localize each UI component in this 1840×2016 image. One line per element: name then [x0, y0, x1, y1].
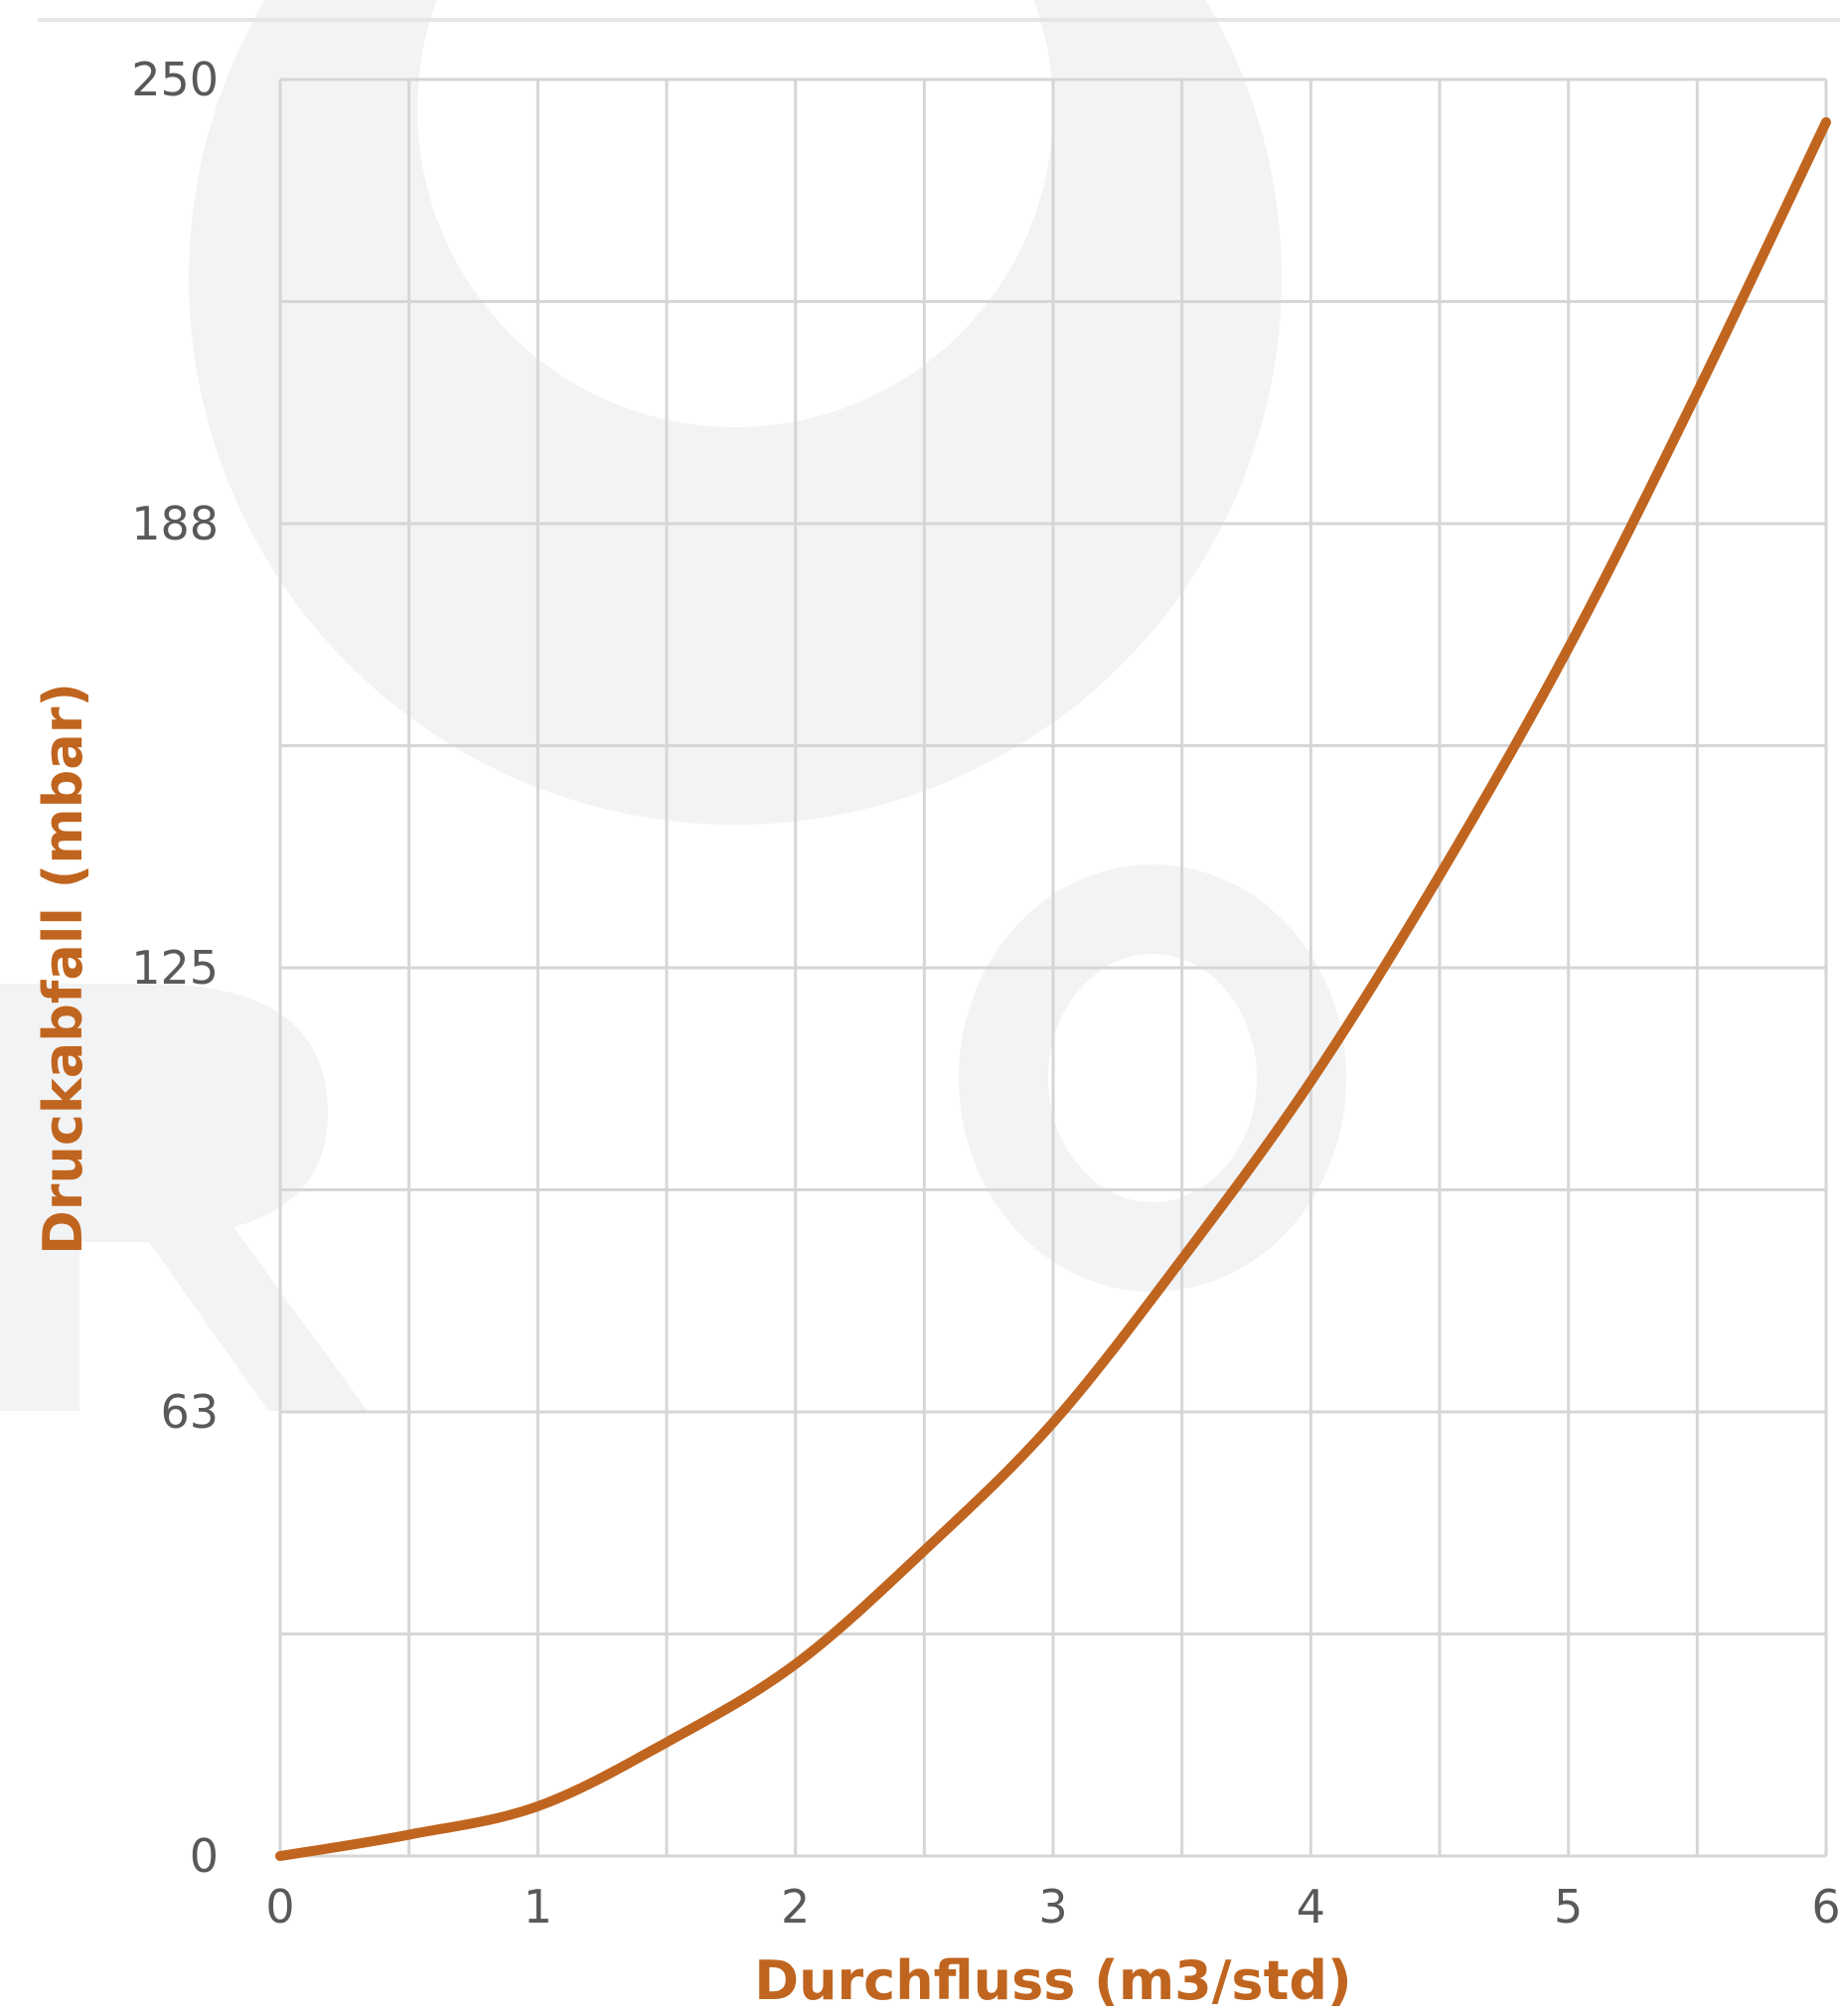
x-tick-label: 6 — [1811, 1880, 1840, 1934]
x-tick-label: 1 — [524, 1880, 552, 1934]
x-axis-ticks: 0 1 2 3 4 5 6 — [265, 1880, 1840, 1934]
x-tick-label: 0 — [265, 1880, 294, 1934]
y-tick-label: 63 — [160, 1385, 219, 1439]
y-axis-ticks: 0 63 125 188 250 — [131, 53, 219, 1883]
x-axis-title: Durchfluss (m3/std) — [754, 1949, 1351, 2012]
chart-frame-line — [38, 18, 1840, 22]
watermark-circle-cutout — [417, 0, 1053, 427]
y-tick-label: 125 — [131, 941, 219, 995]
y-tick-label: 250 — [131, 53, 219, 106]
watermark-letter-o — [959, 864, 1346, 1292]
grid — [278, 78, 1828, 1858]
watermark-logo — [0, 0, 1346, 1411]
y-tick-label: 188 — [131, 497, 219, 550]
y-axis-title: Druckabfall (mbar) — [32, 683, 94, 1255]
y-tick-label: 0 — [190, 1829, 219, 1883]
x-tick-label: 2 — [781, 1880, 810, 1934]
series-line-druckabfall — [275, 116, 1831, 1861]
x-tick-label: 3 — [1038, 1880, 1067, 1934]
x-tick-label: 4 — [1297, 1880, 1325, 1934]
x-tick-label: 5 — [1554, 1880, 1583, 1934]
watermark-letter-r — [0, 984, 368, 1411]
